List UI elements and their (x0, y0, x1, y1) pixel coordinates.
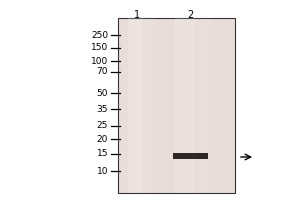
Bar (175, 18, 195, 193)
Text: 70: 70 (97, 68, 108, 76)
Text: 2: 2 (187, 10, 193, 20)
Text: 50: 50 (97, 88, 108, 98)
Text: 15: 15 (97, 150, 108, 158)
Bar (195, 18, 210, 193)
Text: 20: 20 (97, 134, 108, 144)
Bar (118, 18, 235, 193)
Text: 150: 150 (91, 44, 108, 52)
Text: 35: 35 (97, 105, 108, 114)
Text: 250: 250 (91, 30, 108, 40)
Text: 100: 100 (91, 56, 108, 66)
Bar (143, 18, 155, 193)
Text: 1: 1 (134, 10, 140, 20)
Text: 25: 25 (97, 121, 108, 130)
Bar (128, 18, 143, 193)
Text: 10: 10 (97, 166, 108, 176)
Bar (173, 153, 208, 159)
